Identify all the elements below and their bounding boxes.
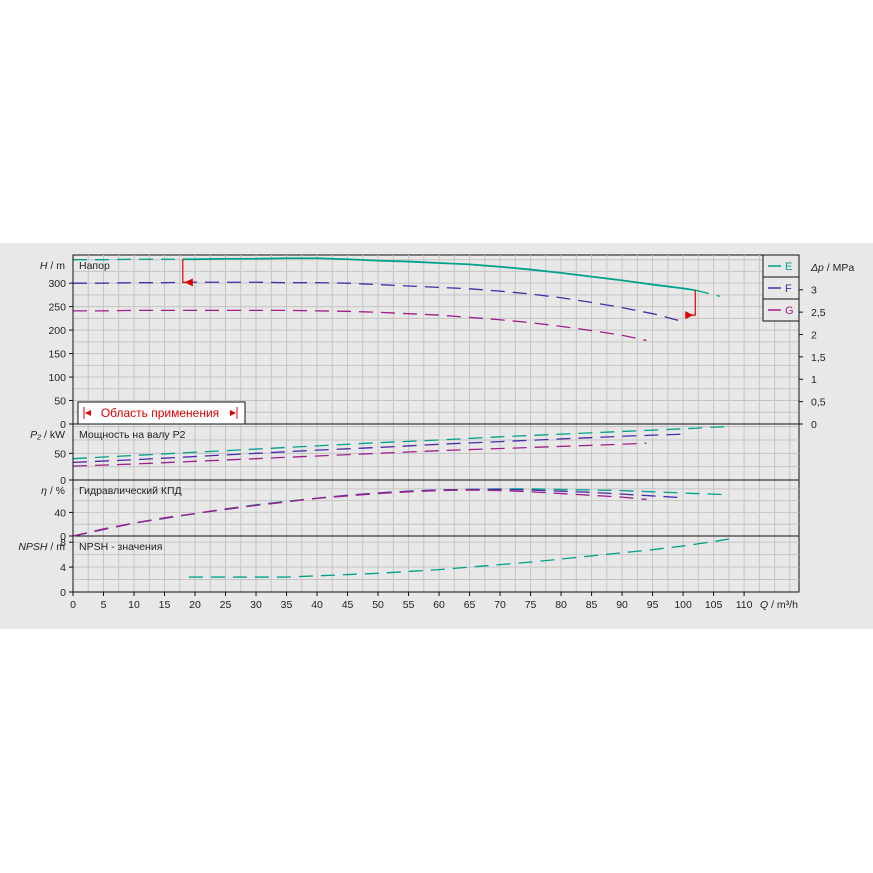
y-tick-label: 50: [54, 448, 66, 460]
x-tick-label: 110: [736, 599, 753, 611]
series-line-g: [72, 489, 647, 537]
x-axis-label: Q / m³/h: [760, 599, 798, 611]
x-tick-label: 30: [250, 599, 262, 611]
x-tick-label: 90: [616, 599, 628, 611]
panel-title: Напор: [79, 260, 110, 272]
right-axis-unit: / MPa: [824, 262, 855, 274]
x-tick-label: 75: [525, 599, 537, 611]
series-line-g: [72, 442, 647, 467]
right-y-tick-label: 1,5: [811, 352, 826, 364]
right-axis-label: Δp / MPa: [810, 262, 854, 274]
application-range-box-arrow-left: [85, 410, 91, 416]
y-axis-unit: / m: [48, 541, 66, 553]
series-line-e: [72, 426, 726, 460]
series-line-e-dashed: [695, 289, 720, 297]
right-axis-symbol: Δp: [810, 262, 824, 274]
x-tick-label: 10: [128, 599, 140, 611]
right-y-tick-label: 1: [811, 374, 817, 386]
y-tick-label: 200: [48, 325, 66, 337]
application-range-right-arrow: [685, 311, 694, 320]
y-tick-label: 300: [48, 278, 66, 290]
y-tick-label: 40: [54, 507, 66, 519]
series-line-f: [73, 281, 684, 323]
x-axis-symbol: Q: [760, 599, 768, 611]
x-tick-label: 35: [281, 599, 293, 611]
x-tick-label: 50: [372, 599, 384, 611]
right-y-tick-label: 0,5: [811, 397, 826, 409]
y-axis-label: P₂ / kW: [30, 429, 65, 441]
right-y-tick-label: 2,5: [811, 307, 826, 319]
y-tick-label: 0: [60, 587, 66, 599]
legend-label-f: F: [785, 283, 792, 295]
y-tick-label: 0: [60, 475, 66, 487]
x-tick-label: 40: [311, 599, 323, 611]
x-tick-label: 20: [189, 599, 201, 611]
y-tick-label: 150: [48, 349, 66, 361]
application-range-left-arrow: [184, 278, 193, 287]
x-tick-label: 45: [342, 599, 354, 611]
panel-title: NPSH - значения: [79, 541, 162, 553]
y-tick-label: 0: [60, 419, 66, 431]
application-range-label: Область применения: [101, 406, 219, 420]
x-axis-unit: / m³/h: [768, 599, 798, 611]
y-axis-symbol: η: [41, 485, 47, 497]
series-line-f: [72, 433, 684, 464]
x-tick-label: 95: [647, 599, 659, 611]
y-axis-unit: / kW: [41, 429, 65, 441]
y-tick-label: 100: [48, 372, 66, 384]
y-axis-label: η / %: [41, 485, 65, 497]
y-axis-unit: / %: [47, 485, 65, 497]
x-tick-label: 60: [433, 599, 445, 611]
x-tick-label: 80: [555, 599, 567, 611]
right-y-tick-label: 3: [811, 285, 817, 297]
x-tick-label: 55: [403, 599, 415, 611]
series-line-e: [188, 537, 732, 578]
panel-title: Гидравлический КПД: [79, 485, 182, 497]
panel-title: Мощность на валу P2: [79, 429, 186, 441]
x-tick-label: 5: [101, 599, 107, 611]
x-tick-label: 70: [494, 599, 506, 611]
application-range-box-arrow-right: [230, 410, 236, 416]
series-line-g: [73, 309, 647, 342]
y-axis-label: NPSH / m: [18, 541, 65, 553]
right-y-tick-label: 0: [811, 419, 817, 431]
y-axis-symbol: H: [40, 260, 48, 272]
x-tick-label: 65: [464, 599, 476, 611]
legend-label-g: G: [785, 305, 794, 317]
right-y-tick-label: 2: [811, 329, 817, 341]
x-tick-label: 0: [70, 599, 76, 611]
y-tick-label: 0: [60, 531, 66, 543]
series-line-e: [182, 257, 696, 292]
y-axis-unit: / m: [48, 260, 66, 272]
y-tick-label: 250: [48, 302, 66, 314]
y-axis-label: H / m: [40, 260, 65, 272]
x-tick-label: 105: [705, 599, 723, 611]
pump-curve-chart: 0 50 100 150 200 250 300 H / m Напор 0 50 P₂ / kW Мо…: [0, 243, 873, 629]
y-tick-label: 4: [60, 562, 66, 574]
y-tick-label: 50: [54, 396, 66, 408]
legend-label-e: E: [785, 261, 792, 273]
y-axis-symbol: P₂: [30, 429, 41, 441]
y-axis-symbol: NPSH: [18, 541, 48, 553]
x-tick-label: 15: [159, 599, 171, 611]
x-tick-label: 25: [220, 599, 232, 611]
x-tick-label: 85: [586, 599, 598, 611]
y-tick-label: 8: [60, 537, 66, 549]
application-range-box: [77, 401, 246, 425]
x-tick-label: 100: [674, 599, 692, 611]
